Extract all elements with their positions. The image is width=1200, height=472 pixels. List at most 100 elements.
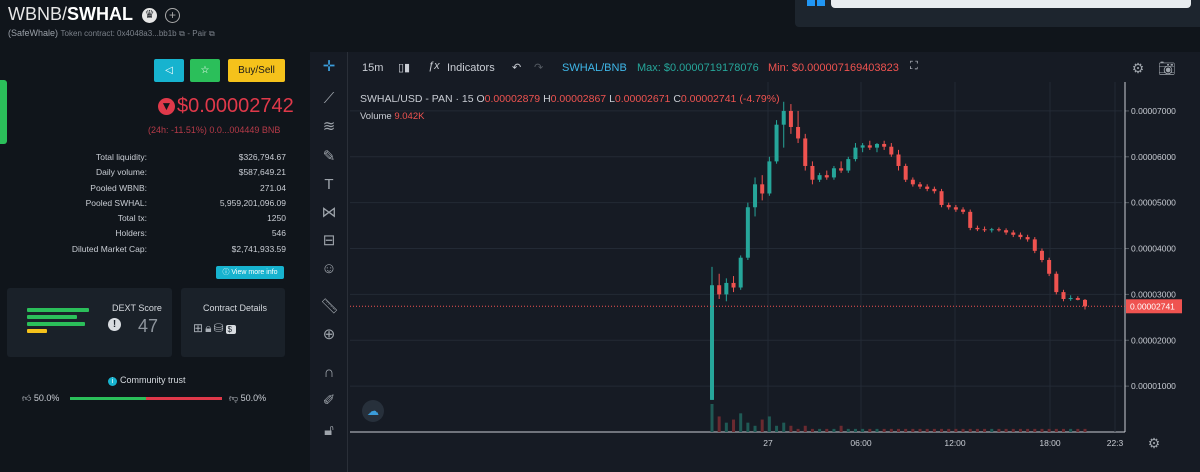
- volume-bar: [961, 428, 965, 432]
- crosshair-icon[interactable]: ✛: [322, 58, 336, 75]
- volume-bar: [710, 404, 714, 432]
- magnet-icon[interactable]: ∩: [323, 364, 335, 381]
- volume-bar: [724, 422, 728, 432]
- stat-row: Total liquidity: $326,794.67: [0, 152, 300, 167]
- trendline-icon[interactable]: ⟋: [323, 90, 335, 107]
- volume-bar: [918, 428, 922, 432]
- fullscreen-icon[interactable]: ⛶: [910, 60, 918, 72]
- legend-part: SWHAL/USD - PAN · 15: [360, 93, 477, 105]
- pair-switch[interactable]: SWHAL/BNB: [562, 62, 627, 74]
- community-trust-title: i Community trust: [108, 375, 186, 386]
- candle-body: [1068, 298, 1073, 300]
- legend-part: L: [609, 93, 615, 105]
- vote-down[interactable]: 👎︎ 50.0%: [229, 393, 267, 403]
- time-tick-label: 22:3: [1107, 438, 1124, 448]
- text-icon[interactable]: T: [324, 176, 334, 193]
- candle-body: [996, 229, 1001, 231]
- search-input[interactable]: [831, 0, 1191, 8]
- volume-bar: [1011, 428, 1015, 432]
- ruler-icon[interactable]: 📏︎: [320, 298, 340, 315]
- side-feedback-tab[interactable]: [0, 80, 7, 144]
- share-button[interactable]: ◁: [154, 59, 184, 82]
- stat-row: Holders: 546: [0, 228, 300, 243]
- fib-icon[interactable]: ≋: [322, 118, 336, 135]
- volume-bar: [839, 425, 843, 432]
- candle-body: [953, 207, 958, 210]
- community-trust-label: Community trust: [120, 375, 186, 385]
- score-bar: [27, 315, 77, 319]
- pattern-icon[interactable]: ⋈: [321, 204, 337, 221]
- candle-body: [925, 186, 930, 189]
- view-more-info-button[interactable]: ⓘ View more info: [216, 266, 284, 279]
- volume-bar: [954, 428, 958, 432]
- volume-bar: [789, 425, 793, 432]
- stat-row: Daily volume: $587,649.21: [0, 167, 300, 182]
- brush-icon[interactable]: ✎: [322, 148, 336, 165]
- camera-icon[interactable]: 📷︎: [1158, 60, 1176, 76]
- lock-drawing-icon[interactable]: ✐: [322, 392, 336, 409]
- candle-body: [860, 145, 865, 148]
- stat-value: 271.04: [260, 182, 286, 193]
- candle-body: [1083, 299, 1087, 307]
- dext-score-card[interactable]: DEXT Score ! 47: [7, 288, 172, 357]
- vote-up[interactable]: 👍︎ 50.0%: [22, 393, 60, 403]
- candle-body: [788, 110, 793, 127]
- token-subtitle: (SafeWhale) Token contract: 0x4048a3...b…: [8, 28, 215, 39]
- prediction-icon[interactable]: ⊟: [322, 232, 336, 249]
- volume-bar: [904, 428, 908, 432]
- candle-body: [1054, 273, 1059, 293]
- token-contract-link[interactable]: Token contract: 0x4048a3...bb1b: [60, 29, 177, 38]
- chart-settings-icon[interactable]: ⚙: [1147, 435, 1161, 451]
- contract-details-card[interactable]: Contract Details ⊞🔒︎⛁ $: [181, 288, 285, 357]
- volume-bar: [810, 428, 814, 432]
- volume-bar: [846, 428, 850, 432]
- unlock-icon[interactable]: 🔓︎: [324, 422, 334, 439]
- candle-body: [767, 161, 772, 194]
- candle-body: [760, 184, 765, 194]
- indicators-button[interactable]: Indicators: [447, 62, 495, 74]
- volume-bar: [997, 428, 1001, 432]
- interval-selector[interactable]: 15m: [362, 62, 384, 74]
- stat-value: $2,741,933.59: [231, 243, 286, 254]
- copy-icon[interactable]: ⧉: [179, 29, 185, 38]
- tradingview-logo-icon: ☁: [362, 400, 384, 422]
- redo-icon[interactable]: ↷: [534, 62, 544, 74]
- copy-pair-icon[interactable]: ⧉: [209, 29, 215, 38]
- candle-body: [1047, 260, 1052, 274]
- time-tick-label: 12:00: [944, 438, 966, 448]
- emoji-icon[interactable]: ☺: [321, 260, 337, 277]
- candle-body: [710, 285, 714, 400]
- volume-bar: [825, 428, 829, 432]
- candles-icon[interactable]: ▯▮: [398, 62, 411, 74]
- volume-bar: [1069, 428, 1073, 432]
- undo-icon[interactable]: ↶: [512, 62, 522, 74]
- volume-bar: [882, 428, 886, 432]
- candle-body: [889, 146, 894, 155]
- volume-bar: [940, 428, 944, 432]
- volume-bar: [911, 428, 915, 432]
- favorite-button[interactable]: ☆: [190, 59, 220, 82]
- stat-row: Pooled SWHAL: 5,959,201,096.09: [0, 198, 300, 213]
- candle-body: [982, 229, 987, 231]
- price-tick-label: 0.00007000: [1131, 106, 1176, 116]
- volume-bar: [983, 428, 987, 432]
- base-symbol: WBNB: [8, 4, 62, 24]
- volume-bar: [760, 419, 764, 432]
- menu-icon[interactable]: [807, 0, 815, 6]
- settings-gear-icon[interactable]: ⚙: [1131, 60, 1145, 76]
- buy-sell-button[interactable]: Buy/Sell: [228, 59, 285, 82]
- volume-bar: [932, 428, 936, 432]
- stat-row: Total tx: 1250: [0, 213, 300, 228]
- candlestick-chart[interactable]: 0.00007000 0.00006000 0.00005000 0.00004000…: [310, 52, 1200, 472]
- volume-bar: [832, 428, 836, 432]
- zoom-in-icon[interactable]: ⊕: [322, 326, 336, 343]
- indicators-icon[interactable]: ƒx: [428, 60, 440, 72]
- menu-icon-2[interactable]: [817, 0, 825, 6]
- pair-contract-link[interactable]: - Pair: [187, 29, 207, 38]
- pair-title: WBNB/SWHAL ♛ +: [8, 4, 181, 25]
- score-bar: [27, 322, 85, 326]
- pair-separator: /: [62, 4, 68, 24]
- volume-bar: [1083, 428, 1087, 432]
- add-icon[interactable]: +: [165, 7, 181, 23]
- trust-bar: [70, 397, 222, 400]
